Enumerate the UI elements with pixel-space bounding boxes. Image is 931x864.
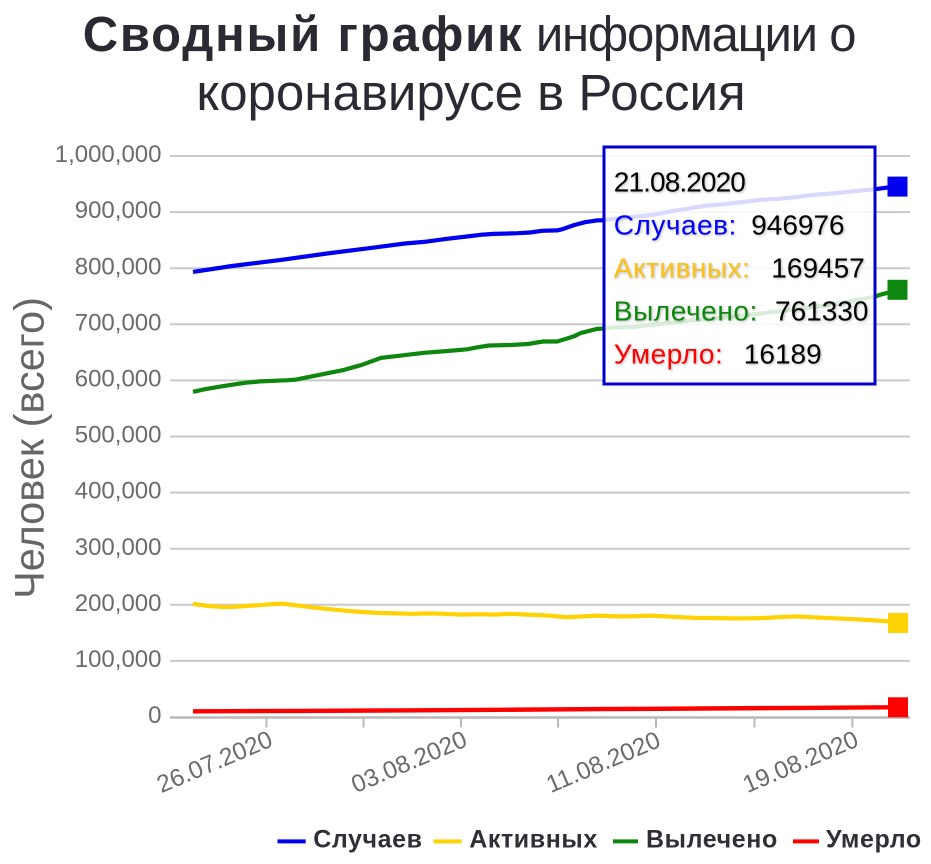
svg-text:Умерло: Умерло	[826, 826, 922, 854]
svg-text:Случаев:: Случаев:	[614, 210, 737, 241]
svg-text:Сводный график информации о: Сводный график информации о	[83, 8, 856, 62]
svg-text:16189: 16189	[744, 339, 822, 370]
svg-text:Вылечено: Вылечено	[646, 826, 778, 854]
svg-text:Человек (всего): Человек (всего)	[5, 297, 52, 599]
svg-text:800,000: 800,000	[75, 253, 162, 280]
svg-text:Умерло:: Умерло:	[614, 339, 723, 370]
svg-text:300,000: 300,000	[75, 534, 162, 561]
svg-text:коронавирусе в Россия: коронавирусе в Россия	[196, 64, 745, 121]
svg-text:200,000: 200,000	[75, 590, 162, 617]
svg-text:400,000: 400,000	[75, 478, 162, 505]
svg-text:Активных:: Активных:	[614, 253, 750, 284]
svg-text:761330: 761330	[775, 296, 868, 327]
svg-text:900,000: 900,000	[75, 197, 162, 224]
svg-text:Вылечено:: Вылечено:	[614, 296, 758, 327]
svg-text:0: 0	[148, 702, 161, 729]
svg-text:100,000: 100,000	[75, 646, 162, 673]
svg-text:169457: 169457	[771, 253, 864, 284]
svg-text:500,000: 500,000	[75, 422, 162, 449]
svg-text:Активных: Активных	[469, 826, 598, 854]
svg-text:700,000: 700,000	[75, 309, 162, 336]
svg-text:1,000,000: 1,000,000	[55, 141, 162, 168]
svg-text:600,000: 600,000	[75, 366, 162, 393]
svg-text:946976: 946976	[751, 210, 844, 241]
svg-text:21.08.2020: 21.08.2020	[614, 167, 745, 198]
svg-text:Случаев: Случаев	[313, 826, 422, 854]
